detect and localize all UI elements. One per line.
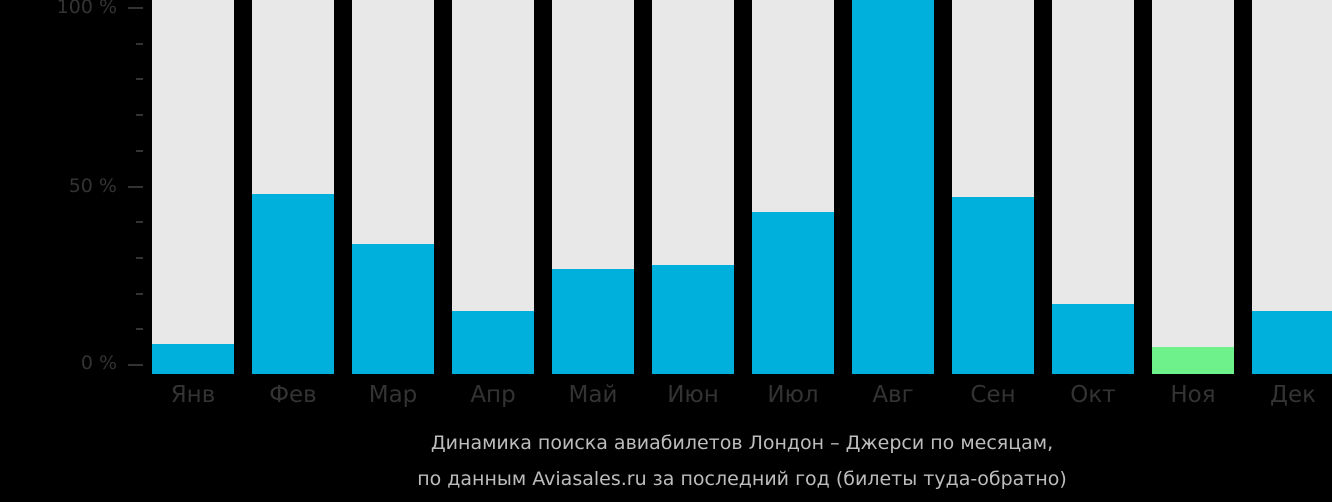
- bar-12: [1252, 0, 1332, 374]
- bar-2: [252, 0, 334, 374]
- y-tick: [136, 256, 143, 259]
- bar-fill: [1152, 347, 1234, 374]
- y-tick: [136, 221, 143, 224]
- chart-caption-line1: Динамика поиска авиабилетов Лондон – Дже…: [430, 432, 1054, 454]
- y-tick: [128, 364, 143, 366]
- x-label: Май: [568, 382, 618, 408]
- bar-fill: [752, 211, 834, 374]
- bar-8: [852, 0, 934, 374]
- x-label: Июл: [767, 382, 819, 408]
- y-tick: [136, 42, 143, 45]
- bar-fill: [652, 265, 734, 374]
- bar-fill: [1252, 311, 1332, 374]
- y-label-0: 0 %: [80, 352, 117, 374]
- bar-9: [952, 0, 1034, 374]
- bar-fill: [1052, 304, 1134, 374]
- x-label: Сен: [970, 382, 1016, 408]
- bar-fill: [352, 243, 434, 374]
- x-label: Окт: [1070, 382, 1116, 408]
- bar-10: [1052, 0, 1134, 374]
- y-tick: [128, 7, 143, 9]
- bar-fill: [452, 311, 534, 374]
- x-label: Авг: [872, 382, 914, 408]
- bar-4: [452, 0, 534, 374]
- y-tick: [136, 292, 143, 295]
- bar-1: [152, 0, 234, 374]
- bar-6: [652, 0, 734, 374]
- x-label: Фев: [269, 382, 317, 408]
- bar-fill: [952, 197, 1034, 374]
- x-label: Дек: [1269, 382, 1316, 408]
- x-label: Янв: [170, 382, 216, 408]
- bar-11: [1152, 0, 1234, 374]
- y-label-100: 100 %: [56, 0, 117, 18]
- bar-fill: [852, 0, 934, 374]
- bar-5: [552, 0, 634, 374]
- bar-7: [752, 0, 834, 374]
- bar-fill: [552, 268, 634, 374]
- x-label: Июн: [667, 382, 719, 408]
- x-label: Апр: [470, 382, 516, 408]
- y-tick: [136, 328, 143, 331]
- bar-fill: [252, 193, 334, 374]
- y-tick: [136, 114, 143, 117]
- x-label: Мар: [368, 382, 418, 408]
- bar-3: [352, 0, 434, 374]
- x-label: Ноя: [1170, 382, 1216, 408]
- y-tick: [128, 185, 143, 188]
- chart-caption-line2: по данным Aviasales.ru за последний год …: [417, 468, 1067, 490]
- y-label-50: 50 %: [68, 175, 117, 197]
- y-tick: [136, 149, 143, 152]
- y-tick: [136, 78, 143, 81]
- bar-fill: [152, 343, 234, 374]
